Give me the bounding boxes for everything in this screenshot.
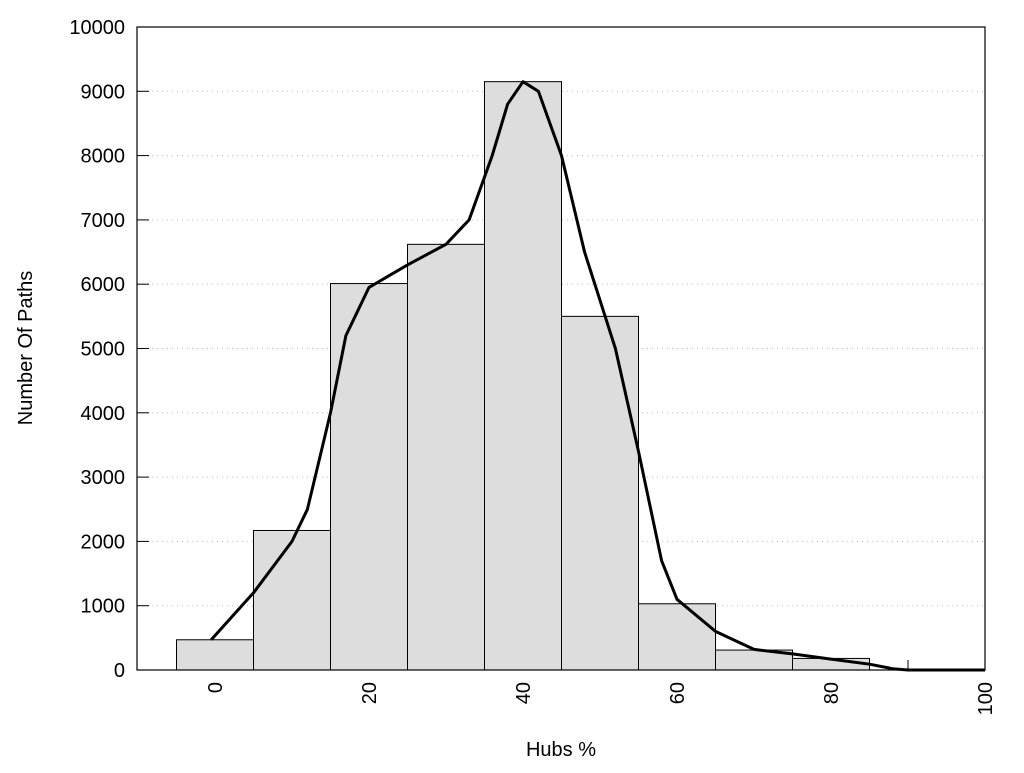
y-tick-label: 8000 [81,146,126,168]
y-tick-label: 5000 [81,339,126,361]
y-tick-label: 7000 [81,210,126,232]
y-tick-label: 10000 [69,17,125,39]
x-tick-label: 100 [975,682,997,715]
y-tick-label: 4000 [81,403,126,425]
histogram-bar [176,639,254,671]
x-tick-label: 20 [359,682,381,704]
x-tick-label: 40 [513,682,535,704]
histogram-bar [407,243,485,671]
density-curve [210,80,985,672]
y-tick-label: 1000 [81,596,126,618]
x-tick-label: 60 [667,682,689,704]
x-tick-label: 0 [205,682,227,693]
y-axis-label: Number Of Paths [15,271,37,426]
y-tick-label: 2000 [81,531,126,553]
y-tick-label: 9000 [81,81,126,103]
y-tick-label: 0 [114,660,125,682]
histogram-bar [253,529,331,671]
y-tick-label: 6000 [81,274,126,296]
x-axis-label: Hubs % [526,739,596,761]
x-tick-label: 80 [821,682,843,704]
histogram-bar [638,603,716,671]
histogram-bar [484,81,562,671]
histogram-bar [330,283,408,671]
y-tick-label: 3000 [81,467,126,489]
plot-frame [136,26,986,671]
histogram-bar [561,315,639,671]
